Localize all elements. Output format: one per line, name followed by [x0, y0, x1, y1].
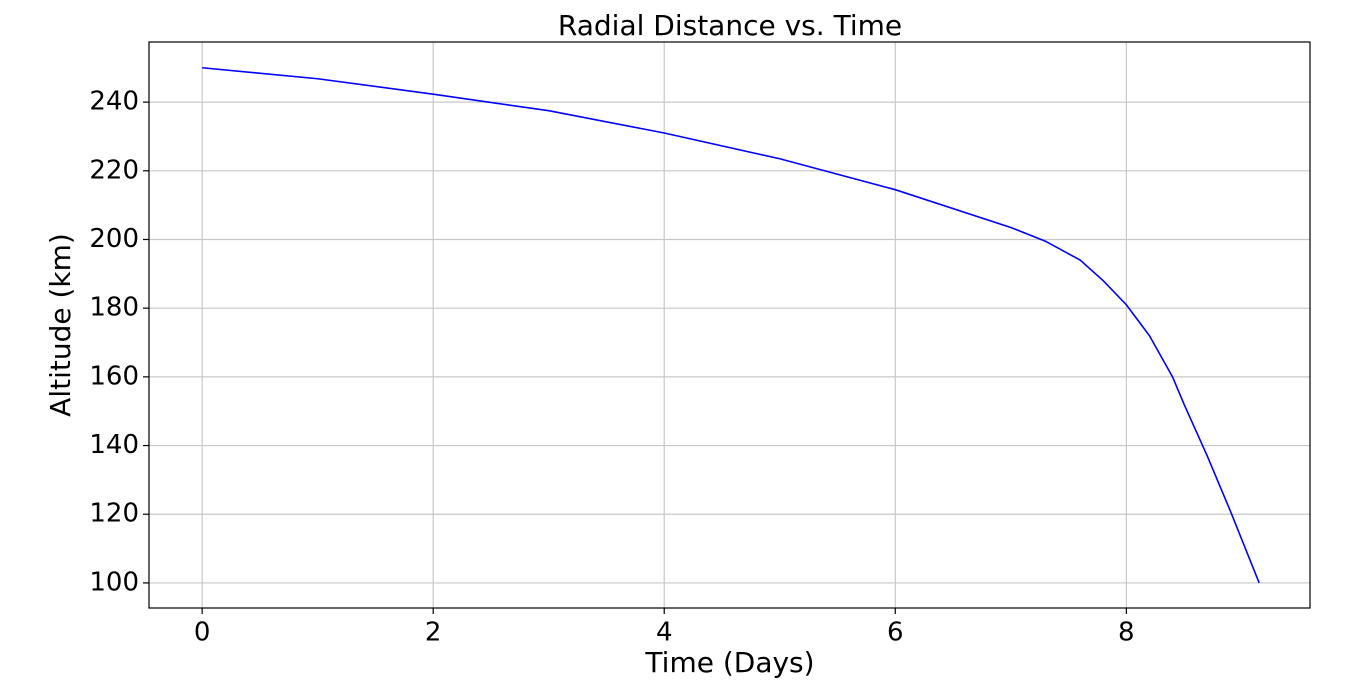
data-line — [202, 66, 1260, 584]
x-tick-label: 2 — [425, 618, 442, 648]
x-tick-label: 6 — [887, 618, 904, 648]
x-axis-label: Time (Days) — [644, 646, 814, 679]
y-tick-label: 240 — [89, 87, 139, 117]
y-tick-label: 200 — [89, 224, 139, 254]
y-tick-label: 100 — [89, 567, 139, 597]
y-tick-label: 140 — [89, 430, 139, 460]
x-tick-label: 8 — [1118, 618, 1135, 648]
chart-title: Radial Distance vs. Time — [558, 9, 902, 42]
y-axis-label: Altitude (km) — [44, 233, 77, 417]
y-tick-label: 180 — [89, 293, 139, 323]
y-tick-label: 220 — [89, 155, 139, 185]
y-tick-label: 160 — [89, 361, 139, 391]
x-tick-label: 4 — [656, 618, 673, 648]
x-tick-label: 0 — [194, 618, 211, 648]
y-tick-label: 120 — [89, 499, 139, 529]
plot-frame — [148, 41, 1311, 609]
